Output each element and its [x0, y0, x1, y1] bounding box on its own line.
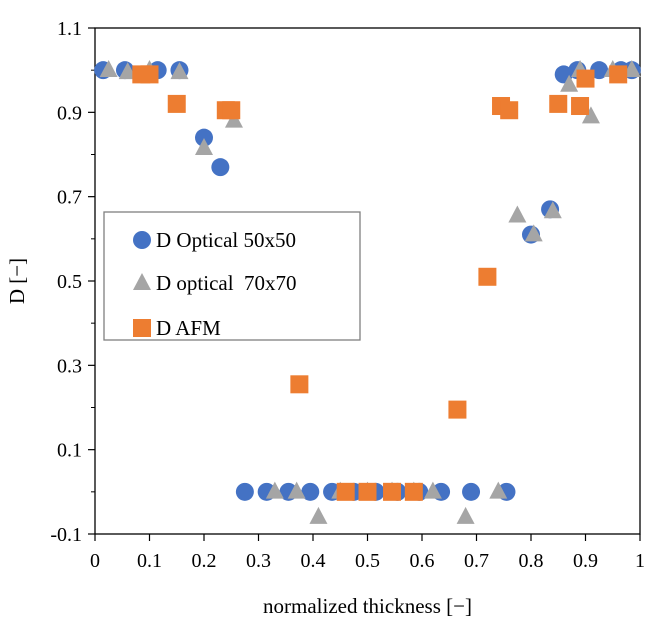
point-afm — [290, 375, 309, 394]
point-optical-50x50 — [462, 482, 481, 501]
x-tick-label: 0.5 — [355, 550, 380, 572]
point-optical-70x70 — [195, 137, 213, 155]
legend-label-optical-70x70: D optical 70x70 — [156, 271, 297, 295]
point-optical-50x50 — [235, 482, 254, 501]
x-tick-label: 0.4 — [301, 550, 326, 572]
x-tick-label: 0.7 — [464, 550, 489, 572]
point-optical-70x70 — [265, 481, 284, 499]
data-points — [94, 59, 641, 524]
point-optical-50x50 — [301, 482, 320, 501]
point-optical-70x70 — [508, 205, 527, 223]
point-afm — [571, 97, 590, 116]
point-afm — [576, 69, 595, 88]
y-tick-label: 0.7 — [57, 187, 82, 209]
y-tick-label: 0.3 — [57, 355, 82, 377]
legend-label-optical-50x50: D Optical 50x50 — [156, 228, 296, 252]
legend-marker-circle — [133, 231, 151, 249]
point-afm — [549, 94, 568, 113]
point-afm — [478, 267, 497, 286]
legend-marker-triangle — [133, 273, 151, 290]
point-afm — [336, 482, 355, 501]
point-afm — [222, 101, 241, 120]
point-optical-70x70 — [99, 59, 118, 77]
legend: D Optical 50x50 D optical 70x70 D AFM — [103, 211, 361, 341]
legend-label-afm: D AFM — [156, 316, 221, 340]
x-tick-label: 1 — [635, 550, 645, 572]
y-axis-title: D [−] — [5, 258, 29, 304]
point-optical-50x50 — [195, 128, 213, 147]
point-afm — [500, 101, 519, 120]
legend-entry-afm: D AFM — [133, 316, 221, 340]
point-optical-50x50 — [590, 61, 609, 80]
x-tick-label: 0 — [90, 550, 100, 572]
point-optical-70x70 — [423, 481, 442, 499]
point-afm — [383, 482, 402, 501]
point-optical-70x70 — [489, 481, 508, 499]
point-optical-50x50 — [211, 158, 230, 177]
x-axis: 0 0.1 0.2 0.3 0.4 0.5 0.6 0.7 0.8 0.9 1 — [90, 534, 645, 572]
point-optical-70x70 — [543, 201, 562, 219]
point-optical-70x70 — [118, 62, 137, 80]
x-tick-label: 0.9 — [573, 550, 598, 572]
point-optical-70x70 — [287, 481, 306, 499]
x-tick-label: 0.1 — [137, 550, 162, 572]
point-optical-70x70 — [560, 74, 579, 92]
point-afm — [140, 65, 159, 84]
legend-entry-optical-50x50: D Optical 50x50 — [133, 228, 296, 252]
x-tick-label: 0.6 — [410, 550, 435, 572]
legend-entry-optical-70x70: D optical 70x70 — [133, 271, 297, 295]
point-optical-70x70 — [622, 59, 641, 77]
series-3 — [132, 65, 628, 501]
point-optical-70x70 — [170, 62, 189, 80]
y-tick-label: 0.1 — [57, 440, 82, 462]
point-afm — [609, 65, 628, 84]
point-afm — [167, 94, 186, 113]
y-axis: -0.1 0.1 0.3 0.5 0.7 0.9 1.1 — [50, 18, 95, 546]
x-tick-label: 0.3 — [246, 550, 271, 572]
point-afm — [404, 482, 423, 501]
x-tick-label: 0.8 — [519, 550, 544, 572]
point-optical-70x70 — [581, 106, 600, 124]
y-tick-label: 0.5 — [57, 271, 82, 293]
y-tick-label: -0.1 — [50, 524, 82, 546]
point-afm — [358, 482, 377, 501]
y-tick-label: 0.9 — [57, 102, 82, 124]
point-optical-70x70 — [309, 506, 328, 524]
x-tick-label: 0.2 — [192, 550, 217, 572]
point-optical-70x70 — [456, 506, 475, 524]
legend-marker-square — [133, 319, 151, 337]
point-optical-70x70 — [524, 224, 543, 242]
point-afm — [448, 400, 467, 419]
y-tick-label: 1.1 — [57, 18, 82, 40]
x-axis-title: normalized thickness [−] — [263, 594, 472, 618]
